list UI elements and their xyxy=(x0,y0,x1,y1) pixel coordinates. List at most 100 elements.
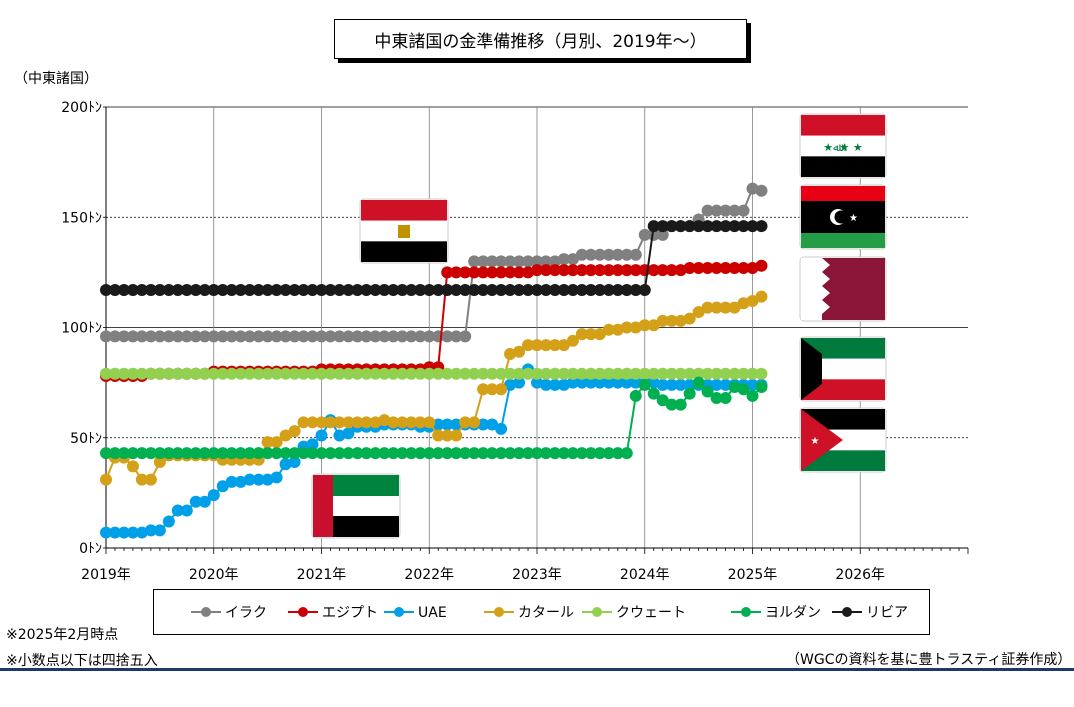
data-point xyxy=(243,473,256,486)
data-point xyxy=(360,367,373,380)
data-point xyxy=(737,367,750,380)
series-リビア xyxy=(100,220,768,297)
data-point xyxy=(486,447,499,460)
data-point xyxy=(504,378,517,391)
data-point xyxy=(611,284,624,297)
data-point xyxy=(108,367,121,380)
data-point xyxy=(638,367,651,380)
data-point xyxy=(225,330,238,343)
data-point xyxy=(297,367,310,380)
data-point xyxy=(495,284,508,297)
data-point xyxy=(288,284,301,297)
x-tick-label: 2019年 xyxy=(81,567,131,583)
data-point xyxy=(656,264,669,277)
data-point xyxy=(243,330,256,343)
data-point xyxy=(728,367,741,380)
data-point xyxy=(387,416,400,429)
data-point xyxy=(198,495,211,508)
kuwait-flag-icon xyxy=(799,336,887,402)
data-point xyxy=(288,367,301,380)
data-point xyxy=(297,416,310,429)
data-point xyxy=(584,376,597,389)
data-point xyxy=(306,416,319,429)
data-point xyxy=(144,367,157,380)
data-point xyxy=(369,284,382,297)
data-point xyxy=(243,284,256,297)
data-point xyxy=(153,367,166,380)
data-point xyxy=(288,330,301,343)
data-point xyxy=(701,385,714,398)
data-point xyxy=(180,330,193,343)
data-point xyxy=(108,526,121,539)
data-point xyxy=(396,367,409,380)
data-point xyxy=(557,253,570,266)
data-point xyxy=(638,228,651,241)
data-point xyxy=(405,284,418,297)
data-point xyxy=(755,290,768,303)
data-point xyxy=(117,367,130,380)
data-point xyxy=(737,261,750,274)
data-point xyxy=(531,264,543,277)
data-point xyxy=(710,392,723,405)
data-point xyxy=(656,228,669,241)
data-point xyxy=(683,220,696,233)
data-point xyxy=(315,447,328,460)
legend-entry: UAE xyxy=(384,605,447,621)
data-point xyxy=(575,367,588,380)
data-point xyxy=(486,367,499,380)
data-point xyxy=(620,264,633,277)
data-point xyxy=(216,367,229,380)
data-point xyxy=(450,367,463,380)
uae-flag-icon xyxy=(311,473,401,539)
data-point xyxy=(459,416,472,429)
data-point xyxy=(665,378,678,391)
data-point xyxy=(665,264,678,277)
data-point xyxy=(746,389,759,402)
data-point xyxy=(387,330,400,343)
data-point xyxy=(531,447,543,460)
data-point xyxy=(539,264,552,277)
data-point xyxy=(557,378,570,391)
data-point xyxy=(539,378,552,391)
data-point xyxy=(369,416,382,429)
data-point xyxy=(611,376,624,389)
data-point xyxy=(566,253,579,266)
data-point xyxy=(180,504,193,517)
data-point xyxy=(459,447,472,460)
data-point xyxy=(593,376,606,389)
data-point xyxy=(432,367,445,380)
data-point xyxy=(575,328,588,341)
data-point xyxy=(746,220,759,233)
data-point xyxy=(441,367,454,380)
data-point xyxy=(270,471,283,484)
data-point xyxy=(584,328,597,341)
data-point xyxy=(531,367,543,380)
data-point xyxy=(522,255,535,268)
data-point xyxy=(100,330,112,343)
data-point xyxy=(665,398,678,411)
data-point xyxy=(252,473,265,486)
data-point xyxy=(674,264,687,277)
data-point xyxy=(575,376,588,389)
data-point xyxy=(602,323,615,336)
data-point xyxy=(611,264,624,277)
x-tick-label: 2026年 xyxy=(835,567,885,583)
x-tick-label: 2020年 xyxy=(189,567,239,583)
data-point xyxy=(171,504,184,517)
data-point xyxy=(468,367,481,380)
data-point xyxy=(126,460,139,473)
data-point xyxy=(477,383,490,396)
data-point xyxy=(342,284,355,297)
data-point xyxy=(261,284,274,297)
data-point xyxy=(602,376,615,389)
data-point xyxy=(180,367,193,380)
data-point xyxy=(647,319,660,332)
data-point xyxy=(315,367,328,380)
data-point xyxy=(683,261,696,274)
data-point xyxy=(297,284,310,297)
data-point xyxy=(261,473,274,486)
data-point xyxy=(306,367,319,380)
data-point xyxy=(566,284,579,297)
data-point xyxy=(557,264,570,277)
